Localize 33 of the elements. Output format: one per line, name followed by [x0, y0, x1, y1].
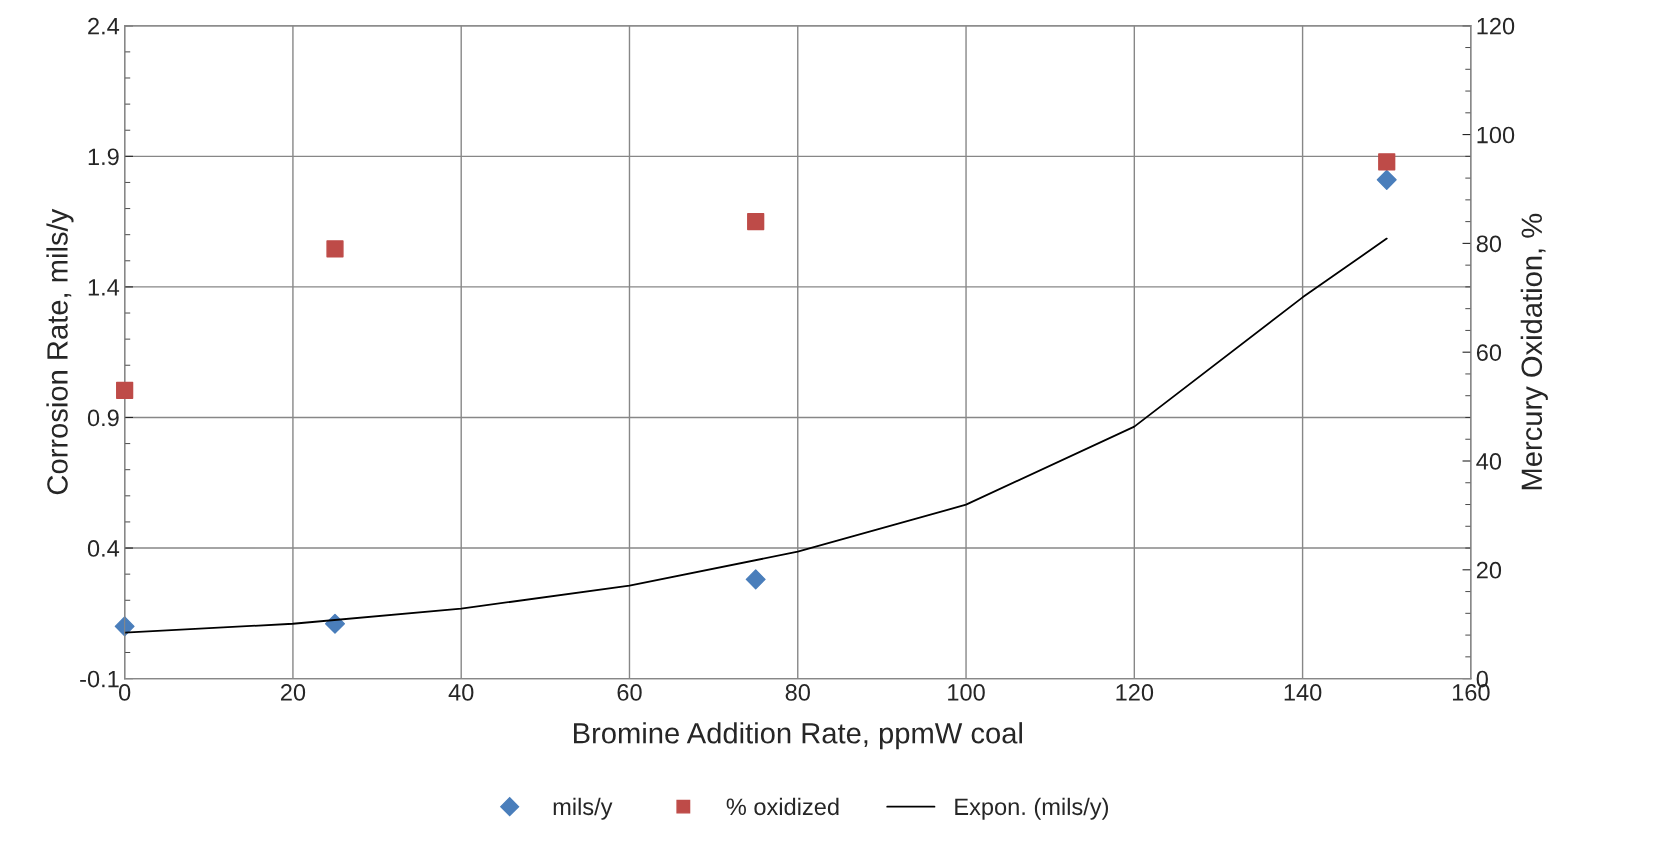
- point: [745, 569, 766, 590]
- point: [326, 240, 344, 258]
- point: [747, 213, 765, 231]
- y-tick-label: 2.4: [88, 17, 120, 35]
- y2-tick-label: 60: [1476, 344, 1502, 361]
- legend-label: % oxidized: [726, 797, 839, 816]
- y2-axis-title: Mercury Oxidation, %: [1520, 213, 1548, 490]
- x-tick-label: 140: [1284, 684, 1322, 701]
- legend-label: Expon. (mils/y): [955, 797, 1108, 820]
- point: [116, 381, 134, 399]
- y2-tick-label: 100: [1477, 126, 1515, 144]
- y-axis-title: Corrosion Rate, mils/y: [46, 208, 74, 495]
- x-tick-label: 120: [1116, 684, 1154, 701]
- point: [1378, 153, 1396, 171]
- x-tick-label: 60: [617, 684, 642, 701]
- x-tick-label: 0: [119, 684, 131, 701]
- y2-tick-label: 40: [1476, 453, 1502, 470]
- x-tick-label: 40: [448, 684, 474, 701]
- point: [114, 616, 135, 637]
- y-tick-label: 0.4: [87, 540, 120, 557]
- x-axis-title: Bromine Addition Rate, ppmW coal: [574, 722, 1022, 750]
- point: [1376, 169, 1397, 190]
- y-tick-label: 1.4: [88, 279, 120, 296]
- y2-tick-label: 80: [1476, 235, 1502, 253]
- x-tick-label: 20: [280, 684, 306, 701]
- y-tick-label: -0.1: [80, 670, 119, 688]
- x-tick-label: 80: [785, 684, 810, 701]
- y-tick-label: 1.9: [88, 148, 119, 166]
- x-tick-label: 100: [948, 684, 985, 701]
- y2-tick-label: 120: [1477, 17, 1515, 35]
- y-tick-label: 0.9: [87, 409, 119, 427]
- legend-label: mils/y: [553, 797, 613, 820]
- y2-tick-label: 20: [1476, 561, 1502, 579]
